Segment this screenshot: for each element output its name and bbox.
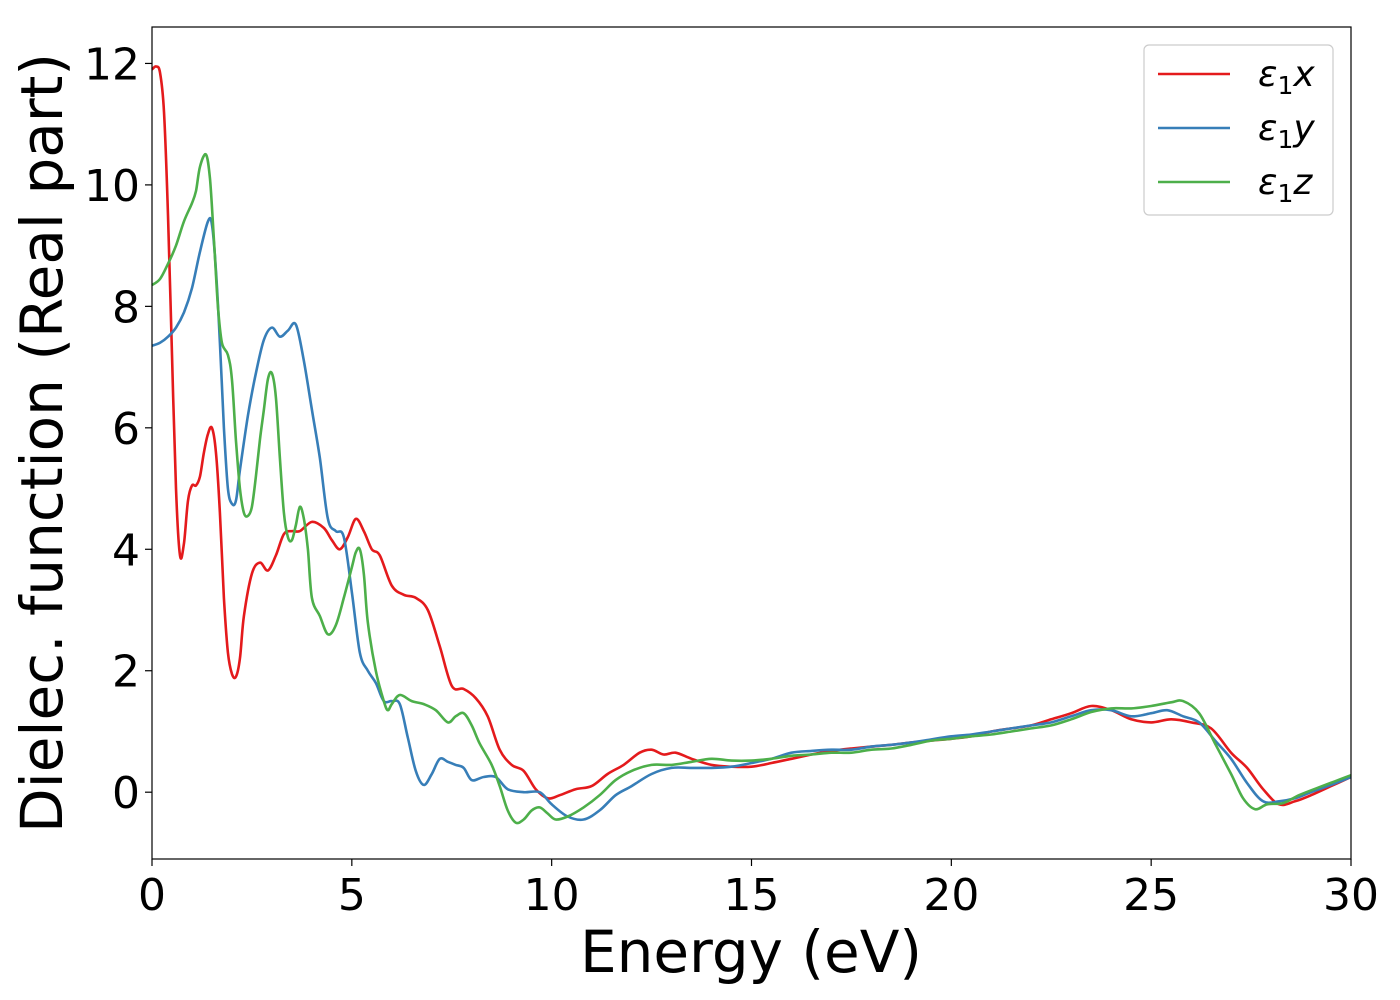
y-tick-label: 10 xyxy=(84,161,140,212)
legend-items: ε1x ε1y ε1z xyxy=(1158,54,1315,208)
legend-label-z: ε1z xyxy=(1258,162,1313,208)
y-tick-label: 8 xyxy=(112,282,140,333)
x-tick-label: 20 xyxy=(923,870,979,921)
y-tick-label: 4 xyxy=(112,525,140,576)
legend-frame xyxy=(1143,44,1334,216)
legend: ε1x ε1y ε1z xyxy=(1143,44,1334,216)
series-line-x xyxy=(151,65,1352,807)
y-axis-title: Dielec. function (Real part) xyxy=(8,53,76,833)
x-tick-label: 25 xyxy=(1123,870,1179,921)
x-tick-label: 0 xyxy=(138,870,166,921)
series-line-z xyxy=(151,152,1352,825)
y-tick-label: 2 xyxy=(112,647,140,698)
x-tick-label: 15 xyxy=(724,870,780,921)
y-tick-label: 6 xyxy=(112,404,140,455)
y-tick-label: 0 xyxy=(112,768,140,819)
legend-label-y: ε1y xyxy=(1258,108,1315,154)
series-line-y xyxy=(151,216,1352,822)
x-axis-title: Energy (eV) xyxy=(580,918,922,986)
legend-label-x: ε1x xyxy=(1258,54,1315,100)
x-tick-label: 10 xyxy=(524,870,580,921)
x-tick-label: 30 xyxy=(1323,870,1379,921)
y-tick-label: 12 xyxy=(84,39,140,90)
series-layer xyxy=(151,65,1352,825)
x-axis-ticks: 0 5 10 15 20 25 30 xyxy=(138,859,1379,921)
x-tick-label: 5 xyxy=(338,870,366,921)
y-axis-ticks: 0 2 4 6 8 10 12 xyxy=(84,39,152,819)
